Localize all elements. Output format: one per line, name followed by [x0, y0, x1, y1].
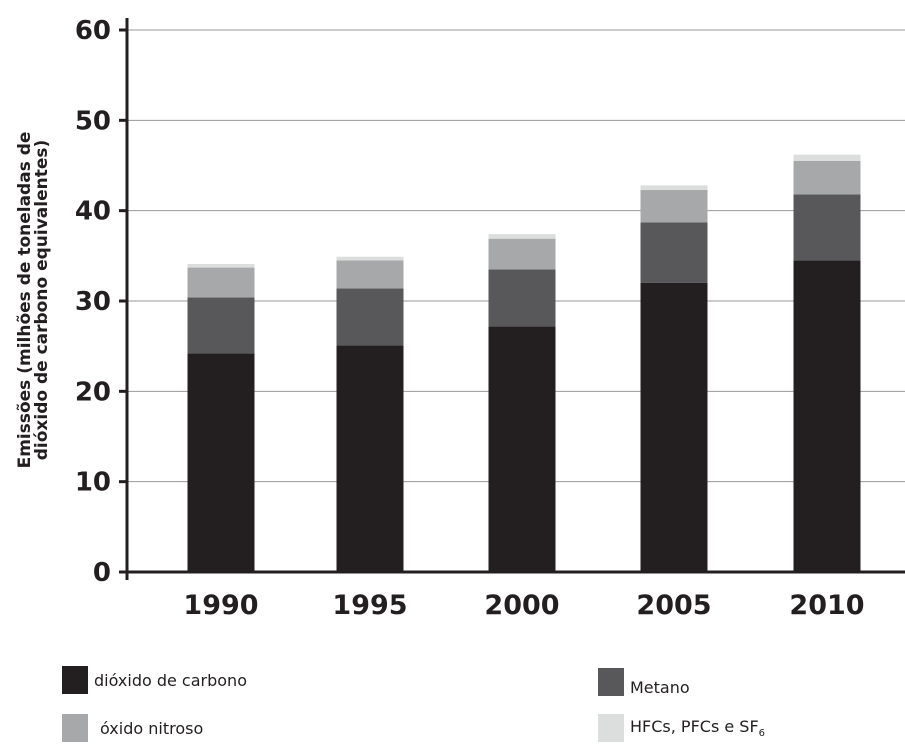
legend-label-oxido-nitroso: óxido nitroso: [100, 718, 204, 738]
y-axis-title: Emissões (milhões de toneladas de dióxid…: [15, 132, 52, 469]
bar-2010-series-1: [793, 194, 861, 261]
y-tick-labels: 0 10 20 30 40 50 60: [75, 16, 127, 588]
y-tick-label-50: 50: [75, 106, 111, 136]
legend-swatch-metano: [598, 667, 624, 696]
x-tick-labels: 1990 1995 2000 2005 2010: [183, 590, 864, 621]
y-tick-label-30: 30: [75, 287, 111, 317]
axes: [125, 18, 905, 580]
bar-2000-series-3: [488, 234, 556, 239]
legend-item-oxido-nitroso: óxido nitroso: [62, 714, 203, 742]
legend-item-hfcs: HFCs, PFCs e SF6: [598, 714, 765, 742]
bar-2005-series-3: [640, 185, 708, 190]
bar-1995-series-3: [336, 256, 404, 261]
bar-1990-series-1: [187, 297, 255, 354]
bars: [187, 154, 861, 572]
bar-1990-series-0: [187, 353, 255, 572]
bar-2000-series-1: [488, 269, 556, 327]
bar-1995-series-2: [336, 260, 404, 289]
bar-1990-series-3: [187, 263, 255, 268]
x-tick-label-2005: 2005: [636, 590, 711, 621]
x-tick-label-1995: 1995: [332, 590, 407, 621]
bar-2010-series-3: [793, 154, 861, 161]
y-tick-label-10: 10: [75, 468, 111, 498]
bar-1995-series-1: [336, 288, 404, 346]
bar-1995-series-0: [336, 345, 404, 572]
legend-swatch-hfcs: [598, 714, 624, 742]
bar-2005-series-0: [640, 282, 708, 572]
y-tick-label-20: 20: [75, 377, 111, 407]
legend-item-dioxido-de-carbono: dióxido de carbono: [62, 666, 247, 694]
legend-label-metano: Metano: [630, 678, 690, 697]
bar-2000-series-0: [488, 326, 556, 572]
legend-item-metano: Metano: [598, 666, 690, 697]
y-tick-label-60: 60: [75, 16, 111, 46]
stacked-bar-chart: 0 10 20 30 40 50 60 1990 1995 2000 2005 2010 Emiss…: [15, 16, 905, 621]
x-tick-label-2010: 2010: [789, 590, 864, 621]
y-tick-label-40: 40: [75, 197, 111, 227]
bar-1990-series-2: [187, 267, 255, 298]
bar-2000-series-2: [488, 238, 556, 270]
legend-swatch-dioxido-de-carbono: [62, 666, 88, 694]
x-tick-label-2000: 2000: [484, 590, 559, 621]
bar-2010-series-2: [793, 160, 861, 195]
y-axis-title-line1: Emissões (milhões de toneladas de: [15, 132, 35, 469]
legend-label-hfcs: HFCs, PFCs e SF6: [630, 716, 766, 740]
bar-2005-series-1: [640, 222, 708, 283]
y-tick-label-0: 0: [93, 558, 111, 588]
x-tick-label-1990: 1990: [183, 590, 258, 621]
legend-label-dioxido-de-carbono: dióxido de carbono: [94, 670, 247, 690]
legend-swatch-oxido-nitroso: [62, 714, 88, 742]
bar-2010-series-0: [793, 260, 861, 572]
y-axis-title-line2: dióxido de carbono equivalentes): [32, 140, 52, 461]
bar-2005-series-2: [640, 189, 708, 223]
